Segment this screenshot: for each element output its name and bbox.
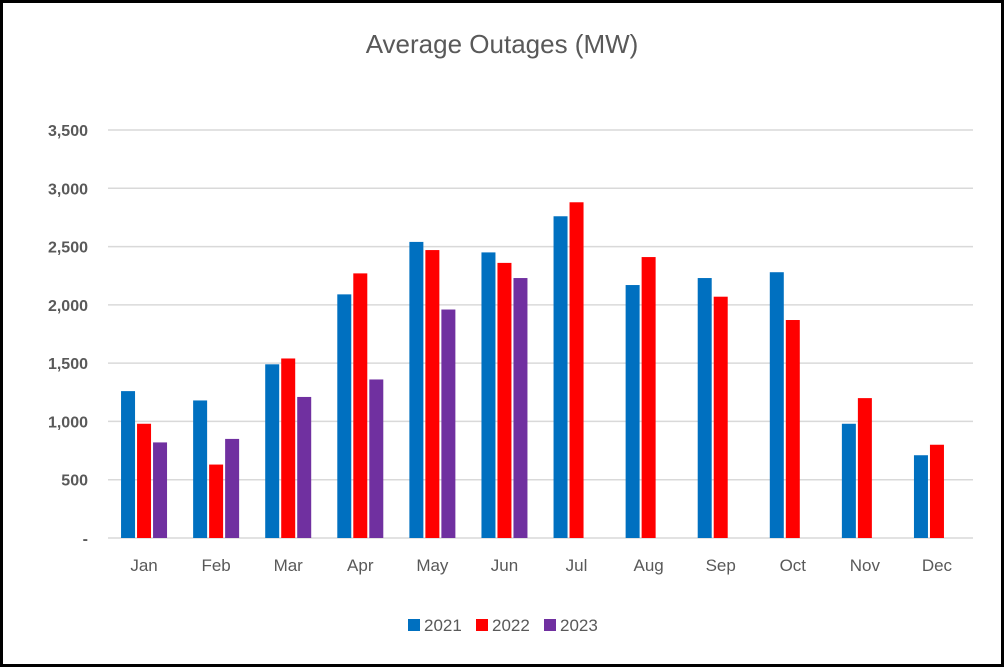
x-tick-label: Nov <box>850 556 881 575</box>
x-tick-label: Oct <box>780 556 807 575</box>
x-tick-label: Mar <box>274 556 304 575</box>
bar-2021-dec <box>913 455 928 538</box>
bar-2022-oct <box>785 320 800 538</box>
bar-2021-jan <box>121 391 136 538</box>
bar-2022-jul <box>569 202 584 538</box>
bar-2023-mar <box>297 396 312 538</box>
legend: 2021 2022 2023 <box>408 616 598 635</box>
legend-swatch-2022 <box>476 619 488 631</box>
bar-2022-apr <box>353 273 368 538</box>
bar-2022-jan <box>137 423 152 538</box>
gridlines <box>108 129 973 539</box>
bar-2021-aug <box>625 285 640 538</box>
x-tick-label: Jul <box>566 556 588 575</box>
bar-2021-jun <box>481 252 496 538</box>
legend-label: 2021 <box>424 616 462 635</box>
y-tick-label: 1,000 <box>48 414 88 431</box>
bar-2021-jul <box>553 216 568 538</box>
x-axis-ticks: Jan Feb Mar Apr May Jun Jul Aug Sep Oct Nov Dec <box>130 556 952 575</box>
legend-swatch-2021 <box>408 619 420 631</box>
y-tick-label: - <box>83 531 88 548</box>
x-tick-label: Jan <box>130 556 157 575</box>
x-tick-label: May <box>416 556 449 575</box>
bar-2023-jun <box>513 278 528 538</box>
bar-2021-mar <box>265 364 280 538</box>
bar-2021-nov <box>841 423 856 538</box>
y-tick-label: 3,500 <box>48 123 88 140</box>
legend-label: 2022 <box>492 616 530 635</box>
chart-title: Average Outages (MW) <box>366 29 639 59</box>
bar-2023-apr <box>369 379 384 538</box>
bar-2021-feb <box>193 400 208 538</box>
bar-2021-may <box>409 241 424 538</box>
bars <box>121 202 944 538</box>
x-tick-label: Aug <box>634 556 664 575</box>
bar-2022-nov <box>857 398 872 538</box>
bar-2022-jun <box>497 262 512 538</box>
bar-2022-mar <box>281 358 296 538</box>
legend-swatch-2023 <box>544 619 556 631</box>
bar-2022-dec <box>929 444 944 538</box>
x-tick-label: Jun <box>491 556 518 575</box>
x-tick-label: Dec <box>922 556 953 575</box>
x-tick-label: Feb <box>201 556 230 575</box>
legend-label: 2023 <box>560 616 598 635</box>
bar-2022-feb <box>209 464 224 538</box>
bar-2022-may <box>425 250 440 538</box>
y-axis-ticks: - 500 1,000 1,500 2,000 2,500 3,000 3,500 <box>48 123 88 548</box>
bar-2023-may <box>441 309 456 538</box>
bar-2021-apr <box>337 294 352 538</box>
y-tick-label: 2,500 <box>48 240 88 257</box>
y-tick-label: 2,000 <box>48 298 88 315</box>
bar-2022-sep <box>713 296 728 538</box>
bar-2022-aug <box>641 257 656 538</box>
x-tick-label: Apr <box>347 556 374 575</box>
bar-2021-sep <box>697 278 712 538</box>
bar-2023-feb <box>225 438 240 538</box>
chart-svg: Average Outages (MW) - 500 1,000 1,500 2,000… <box>48 29 973 635</box>
x-tick-label: Sep <box>706 556 736 575</box>
y-tick-label: 1,500 <box>48 356 88 373</box>
y-tick-label: 3,000 <box>48 181 88 198</box>
bar-2021-oct <box>769 272 784 538</box>
bar-2023-jan <box>153 442 168 538</box>
y-tick-label: 500 <box>61 473 88 490</box>
